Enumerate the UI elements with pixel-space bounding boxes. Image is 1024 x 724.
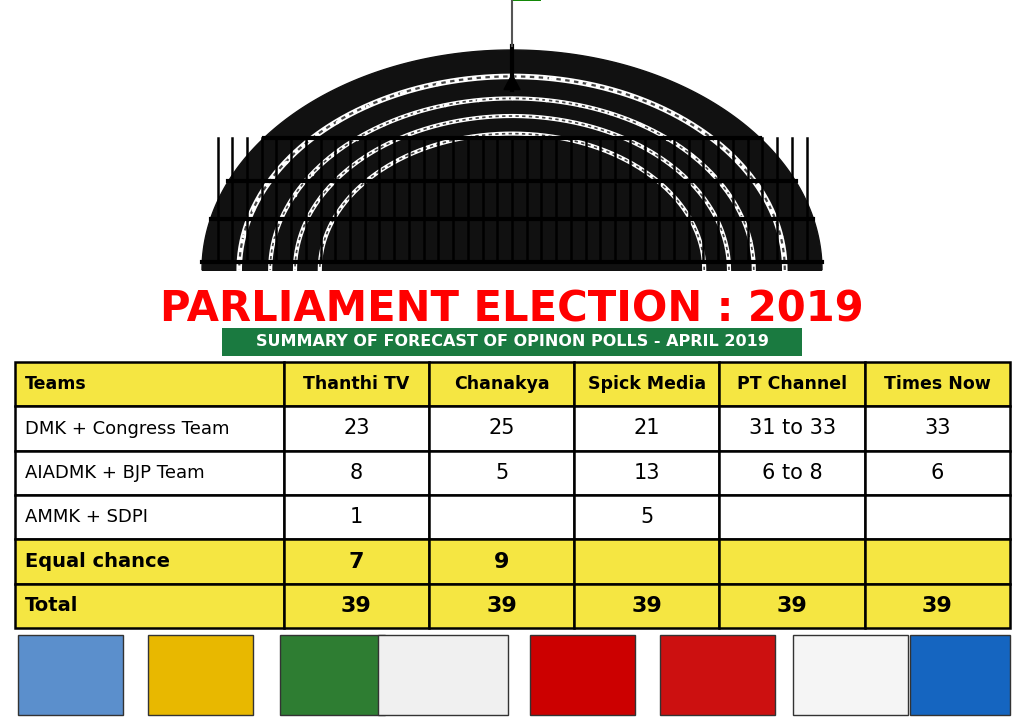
Bar (864, 406, 1010, 450)
Text: 39: 39 (777, 596, 808, 616)
Bar (910, 635, 1010, 715)
Text: Equal chance: Equal chance (25, 552, 170, 571)
Bar (280, 635, 385, 715)
Bar (284, 539, 429, 584)
Text: 8: 8 (350, 463, 362, 483)
Bar (18, 635, 123, 715)
Text: 33: 33 (924, 418, 950, 439)
Bar (864, 584, 1010, 628)
Bar (720, 495, 864, 539)
Text: Teams: Teams (25, 375, 87, 393)
Text: 39: 39 (632, 596, 663, 616)
Bar (574, 450, 720, 495)
Bar (574, 539, 720, 584)
Text: 23: 23 (343, 418, 370, 439)
Text: DMK + Congress Team: DMK + Congress Team (25, 419, 229, 437)
Text: PT Channel: PT Channel (737, 375, 847, 393)
Bar (793, 635, 908, 715)
Text: AMMK + SDPI: AMMK + SDPI (25, 508, 148, 526)
Bar (574, 406, 720, 450)
Text: 9: 9 (494, 552, 509, 571)
Bar (720, 584, 864, 628)
Bar (15, 450, 284, 495)
Text: 5: 5 (495, 463, 508, 483)
Polygon shape (202, 50, 822, 270)
Bar (378, 635, 508, 715)
Bar (429, 495, 574, 539)
Text: 7: 7 (348, 552, 365, 571)
Bar (429, 539, 574, 584)
Text: SUMMARY OF FORECAST OF OPINON POLLS - APRIL 2019: SUMMARY OF FORECAST OF OPINON POLLS - AP… (256, 334, 768, 350)
Bar (222, 328, 802, 356)
Text: 6: 6 (931, 463, 944, 483)
Text: Spick Media: Spick Media (588, 375, 706, 393)
Text: Total: Total (25, 597, 79, 615)
Bar (429, 450, 574, 495)
Bar (284, 584, 429, 628)
Bar (864, 362, 1010, 406)
Text: PARLIAMENT ELECTION : 2019: PARLIAMENT ELECTION : 2019 (160, 288, 864, 330)
Bar (574, 584, 720, 628)
Text: 13: 13 (634, 463, 660, 483)
Bar (284, 495, 429, 539)
Text: 1: 1 (349, 508, 362, 527)
Bar (284, 406, 429, 450)
Bar (864, 495, 1010, 539)
Bar (864, 450, 1010, 495)
Text: 39: 39 (922, 596, 952, 616)
Bar (720, 450, 864, 495)
Bar (15, 584, 284, 628)
Text: 25: 25 (488, 418, 515, 439)
Text: 31 to 33: 31 to 33 (749, 418, 836, 439)
Bar (148, 635, 253, 715)
Bar (429, 362, 574, 406)
Bar (720, 406, 864, 450)
Bar (429, 584, 574, 628)
Text: Chanakya: Chanakya (454, 375, 549, 393)
Bar (15, 362, 284, 406)
Text: Times Now: Times Now (884, 375, 991, 393)
Bar (720, 362, 864, 406)
Bar (15, 495, 284, 539)
Bar (429, 406, 574, 450)
Bar (284, 450, 429, 495)
Text: Thanthi TV: Thanthi TV (303, 375, 410, 393)
Bar (574, 362, 720, 406)
Bar (15, 539, 284, 584)
Bar (530, 635, 635, 715)
Text: 6 to 8: 6 to 8 (762, 463, 822, 483)
Text: AIADMK + BJP Team: AIADMK + BJP Team (25, 464, 205, 482)
Text: 39: 39 (486, 596, 517, 616)
Bar (864, 539, 1010, 584)
Bar (660, 635, 775, 715)
Bar (574, 495, 720, 539)
Bar (15, 406, 284, 450)
Text: 21: 21 (634, 418, 660, 439)
Text: 39: 39 (341, 596, 372, 616)
Bar (720, 539, 864, 584)
Text: 5: 5 (640, 508, 653, 527)
Polygon shape (504, 75, 520, 90)
Bar (284, 362, 429, 406)
